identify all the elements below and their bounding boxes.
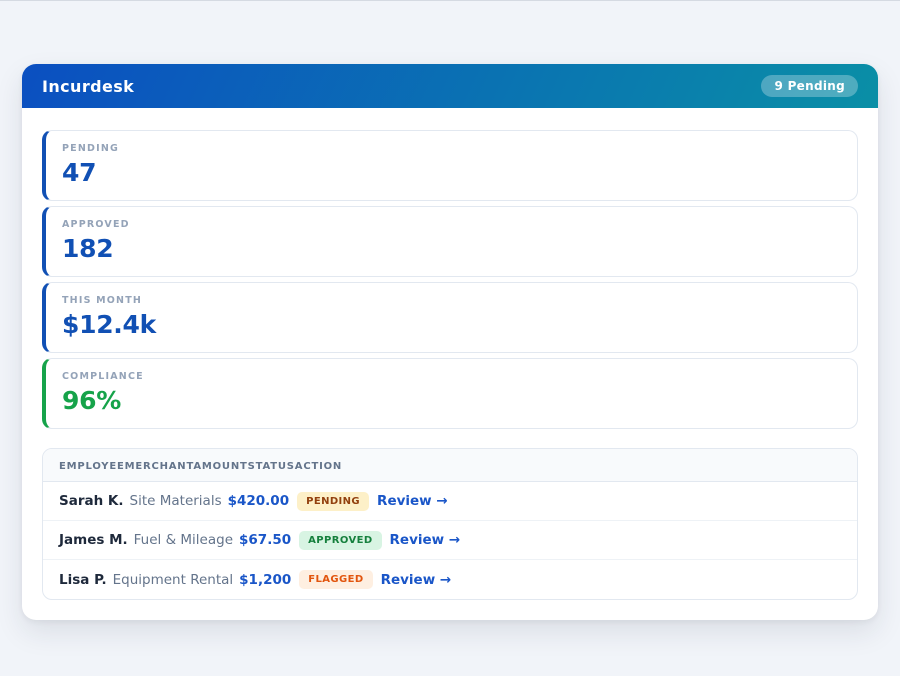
expense-table: EMPLOYEEMERCHANTAMOUNTSTATUSACTION Sarah… xyxy=(42,448,858,600)
column-header-status: STATUS xyxy=(247,461,295,472)
stat-card: COMPLIANCE 96% xyxy=(42,358,858,429)
column-header-action: ACTION xyxy=(294,461,343,472)
table-body: Sarah K. Site Materials $420.00 PENDING … xyxy=(43,482,857,599)
stat-label: COMPLIANCE xyxy=(62,371,144,382)
table-row: Sarah K. Site Materials $420.00 PENDING … xyxy=(43,482,857,521)
table-row: Lisa P. Equipment Rental $1,200 FLAGGED … xyxy=(43,560,857,599)
app-content: PENDING 47 APPROVED 182 THIS MONTH $12.4… xyxy=(22,108,878,620)
merchant-name: Site Materials xyxy=(129,493,222,509)
table-header-row: EMPLOYEEMERCHANTAMOUNTSTATUSACTION xyxy=(43,449,857,482)
status-badge: APPROVED xyxy=(299,530,382,550)
employee-name: James M. xyxy=(59,532,128,548)
review-link[interactable]: Review → xyxy=(380,571,452,588)
stats-section: PENDING 47 APPROVED 182 THIS MONTH $12.4… xyxy=(42,130,858,429)
app-header-bar: Incurdesk 9 Pending xyxy=(22,64,878,108)
stat-label: PENDING xyxy=(62,143,119,154)
stat-value: 96% xyxy=(62,386,121,415)
column-header-employee: EMPLOYEE xyxy=(59,461,125,472)
stat-card: THIS MONTH $12.4k xyxy=(42,282,858,353)
main-app-card: Incurdesk 9 Pending PENDING 47 APPROVED … xyxy=(22,64,878,620)
employee-name: Lisa P. xyxy=(59,571,107,588)
pending-count-badge: 9 Pending xyxy=(761,75,858,97)
stat-card: PENDING 47 xyxy=(42,130,858,201)
amount-value: $420.00 xyxy=(227,493,290,509)
review-link[interactable]: Review → xyxy=(377,493,448,509)
stat-value: 47 xyxy=(62,158,97,187)
stat-value: 182 xyxy=(62,234,114,263)
app-title: Incurdesk xyxy=(42,76,135,96)
merchant-name: Equipment Rental xyxy=(112,571,234,588)
column-header-amount: AMOUNT xyxy=(193,461,248,472)
column-header-merchant: MERCHANT xyxy=(124,461,194,472)
amount-value: $67.50 xyxy=(239,532,292,548)
table-row: James M. Fuel & Mileage $67.50 APPROVED … xyxy=(43,521,857,560)
stat-card: APPROVED 182 xyxy=(42,206,858,277)
review-link[interactable]: Review → xyxy=(389,532,461,548)
employee-name: Sarah K. xyxy=(59,493,124,509)
amount-value: $1,200 xyxy=(239,571,292,588)
stat-value: $12.4k xyxy=(62,310,156,339)
status-badge: FLAGGED xyxy=(299,570,373,589)
status-badge: PENDING xyxy=(297,491,370,511)
stat-label: APPROVED xyxy=(62,219,130,230)
merchant-name: Fuel & Mileage xyxy=(133,532,234,548)
stat-label: THIS MONTH xyxy=(62,295,143,306)
